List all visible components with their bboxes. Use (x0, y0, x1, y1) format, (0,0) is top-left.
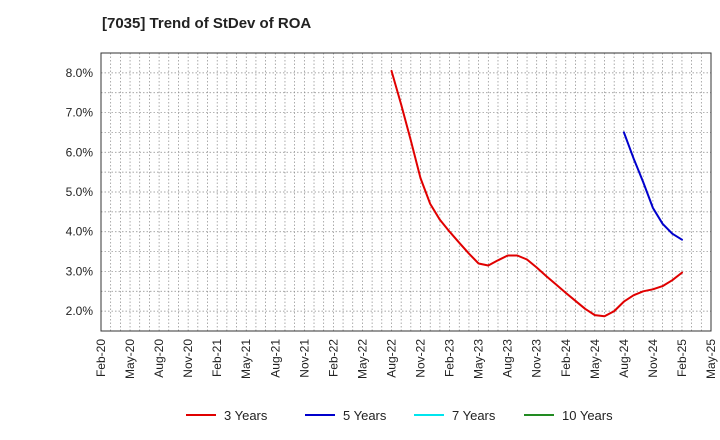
y-tick-label: 7.0% (66, 106, 94, 120)
x-tick-label: May-24 (588, 339, 602, 379)
y-tick-label: 6.0% (66, 145, 94, 159)
x-tick-label: Feb-21 (210, 339, 224, 377)
x-tick-label: May-21 (239, 339, 253, 379)
legend-item-10-years: 10 Years (524, 408, 613, 423)
x-tick-label: Aug-21 (268, 339, 282, 378)
legend-item-5-years: 5 Years (305, 408, 387, 423)
x-tick-label: Feb-20 (94, 339, 108, 377)
y-tick-label: 3.0% (66, 264, 94, 278)
legend: 3 Years 5 Years 7 Years 10 Years (186, 408, 613, 423)
x-tick-label: Feb-24 (559, 339, 573, 377)
chart-title: [7035] Trend of StDev of ROA (102, 15, 312, 32)
x-tick-label: May-23 (472, 339, 486, 379)
x-tick-label: May-25 (704, 339, 718, 379)
y-axis: 2.0% 3.0% 4.0% 5.0% 6.0% 7.0% 8.0% (66, 66, 94, 318)
x-tick-label: Nov-24 (646, 339, 660, 378)
x-tick-label: Nov-23 (530, 339, 544, 378)
grid (100, 52, 712, 332)
x-tick-label: Aug-24 (617, 339, 631, 378)
x-axis: Feb-20 May-20 Aug-20 Nov-20 Feb-21 May-21 Aug-… (94, 339, 718, 379)
plot-area (100, 52, 712, 332)
y-tick-label: 2.0% (66, 304, 94, 318)
x-tick-label: Feb-22 (326, 339, 340, 377)
x-tick-label: Nov-22 (414, 339, 428, 378)
x-tick-label: May-22 (355, 339, 369, 379)
x-tick-label: Nov-21 (297, 339, 311, 378)
series-line-3-years (390, 69, 683, 318)
legend-item-3-years: 3 Years (186, 408, 268, 423)
legend-item-7-years: 7 Years (414, 408, 496, 423)
x-tick-label: Aug-22 (384, 339, 398, 378)
x-tick-label: Feb-23 (443, 339, 457, 377)
series-line-5-years (622, 131, 683, 241)
legend-label: 5 Years (343, 408, 387, 423)
legend-label: 7 Years (452, 408, 496, 423)
x-tick-label: May-20 (123, 339, 137, 379)
y-tick-label: 5.0% (66, 185, 94, 199)
y-tick-label: 4.0% (66, 225, 94, 239)
x-tick-label: Aug-20 (152, 339, 166, 378)
legend-label: 3 Years (224, 408, 268, 423)
legend-label: 10 Years (562, 408, 613, 423)
y-tick-label: 8.0% (66, 66, 94, 80)
x-tick-label: Aug-23 (501, 339, 515, 378)
series-lines (390, 69, 683, 318)
x-tick-label: Feb-25 (675, 339, 689, 377)
x-tick-label: Nov-20 (181, 339, 195, 378)
